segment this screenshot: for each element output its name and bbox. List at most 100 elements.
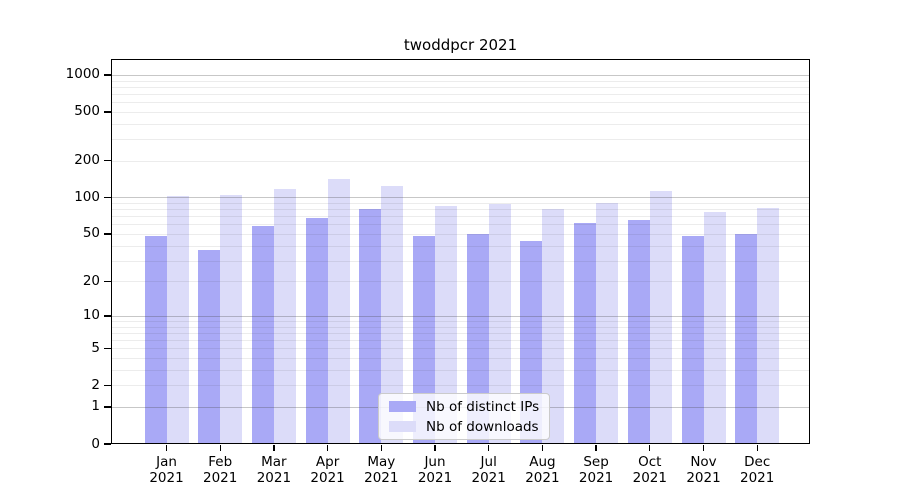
y-tick-label: 2	[91, 376, 100, 393]
y-tick	[104, 347, 111, 349]
gridline-minor	[112, 160, 809, 162]
bar-downloads	[273, 189, 296, 445]
x-tick	[326, 444, 329, 451]
x-tick-label: Oct 2021	[632, 453, 667, 487]
gridline-minor	[112, 348, 809, 350]
bar-distinct-ips	[627, 220, 650, 445]
bar-downloads	[596, 203, 619, 445]
gridline-minor	[112, 326, 809, 328]
gridline-minor	[112, 139, 809, 141]
y-tick-label: 50	[82, 225, 100, 242]
y-tick-label: 500	[74, 103, 100, 120]
bar-downloads	[220, 194, 243, 445]
y-tick-label: 20	[82, 272, 100, 289]
bar-distinct-ips	[413, 236, 435, 445]
bar-downloads	[435, 206, 457, 445]
bar-downloads	[649, 191, 672, 445]
bar-downloads	[327, 178, 350, 445]
x-tick-label: Mar 2021	[256, 453, 292, 487]
x-tick-label: Jun 2021	[417, 453, 453, 487]
x-tick	[649, 444, 651, 451]
chart-title: twoddpcr 2021	[403, 36, 518, 54]
x-tick	[488, 444, 490, 451]
x-tick	[756, 444, 758, 451]
x-tick-label: Apr 2021	[310, 453, 345, 487]
y-tick	[104, 196, 111, 199]
x-tick-label: Sep 2021	[578, 453, 614, 487]
x-tick	[595, 444, 597, 451]
gridline-major	[112, 197, 809, 199]
bar-downloads	[542, 208, 565, 445]
y-tick	[104, 315, 111, 317]
legend-swatch-distinct-ips	[389, 401, 416, 412]
x-tick-label: Dec 2021	[740, 453, 775, 487]
bar-distinct-ips	[466, 233, 489, 445]
gridline-minor	[112, 233, 809, 235]
y-tick-label: 1000	[65, 66, 100, 83]
bar-distinct-ips	[198, 249, 221, 445]
x-tick	[219, 444, 221, 451]
gridline-major	[112, 315, 809, 317]
x-tick	[273, 444, 275, 451]
bar-distinct-ips	[359, 208, 382, 445]
x-tick-label: Jan 2021	[149, 453, 184, 487]
bar-downloads	[381, 185, 404, 445]
bar-downloads	[757, 207, 780, 445]
gridline-minor	[112, 369, 809, 371]
gridline-minor	[112, 385, 809, 387]
gridline-minor	[112, 209, 809, 211]
legend-label-downloads: Nb of downloads	[426, 418, 539, 435]
x-tick-label: Jul 2021	[471, 453, 506, 487]
legend: Nb of distinct IPs Nb of downloads	[378, 393, 551, 440]
plot-frame	[111, 59, 810, 444]
x-tick-label: Nov 2021	[686, 453, 721, 487]
x-tick-label: May 2021	[364, 453, 399, 487]
y-tick	[104, 74, 111, 76]
bar-downloads	[166, 195, 189, 445]
y-tick	[104, 233, 111, 235]
gridline-minor	[112, 80, 809, 82]
gridline-major	[112, 74, 809, 76]
y-tick-label: 1	[91, 398, 100, 415]
gridline-minor	[112, 111, 809, 113]
bar-distinct-ips	[251, 226, 274, 445]
gridline-minor	[112, 93, 809, 95]
gridline-minor	[112, 102, 809, 104]
bar-downloads	[703, 211, 726, 445]
x-tick-label: Aug 2021	[525, 453, 560, 487]
bar-distinct-ips	[305, 217, 328, 445]
gridline-minor	[112, 216, 809, 218]
y-tick	[104, 280, 111, 282]
gridline-minor	[112, 123, 809, 125]
gridline-minor	[112, 358, 809, 360]
gridline-minor	[112, 281, 809, 283]
gridline-minor	[112, 224, 809, 226]
x-tick	[165, 444, 168, 451]
legend-entry-distinct-ips: Nb of distinct IPs	[389, 398, 539, 415]
x-tick	[702, 444, 705, 451]
y-tick	[104, 443, 111, 445]
bar-distinct-ips	[735, 233, 758, 445]
bar-distinct-ips	[574, 222, 597, 445]
bar-distinct-ips	[144, 236, 167, 445]
x-tick	[434, 444, 436, 451]
x-tick-label: Feb 2021	[203, 453, 238, 487]
y-tick	[104, 160, 111, 162]
y-tick-label: 5	[91, 339, 100, 356]
gridline-minor	[112, 321, 809, 322]
gridline-minor	[112, 340, 809, 342]
y-tick-label: 200	[74, 152, 100, 169]
y-tick-label: 10	[82, 307, 100, 324]
legend-label-distinct-ips: Nb of distinct IPs	[426, 398, 540, 415]
y-tick	[104, 384, 111, 386]
legend-swatch-downloads	[389, 421, 416, 432]
legend-entry-downloads: Nb of downloads	[389, 418, 539, 435]
gridline-minor	[112, 86, 809, 88]
gridline-minor	[112, 332, 809, 334]
y-tick	[104, 406, 111, 408]
y-tick-label: 0	[91, 435, 100, 452]
